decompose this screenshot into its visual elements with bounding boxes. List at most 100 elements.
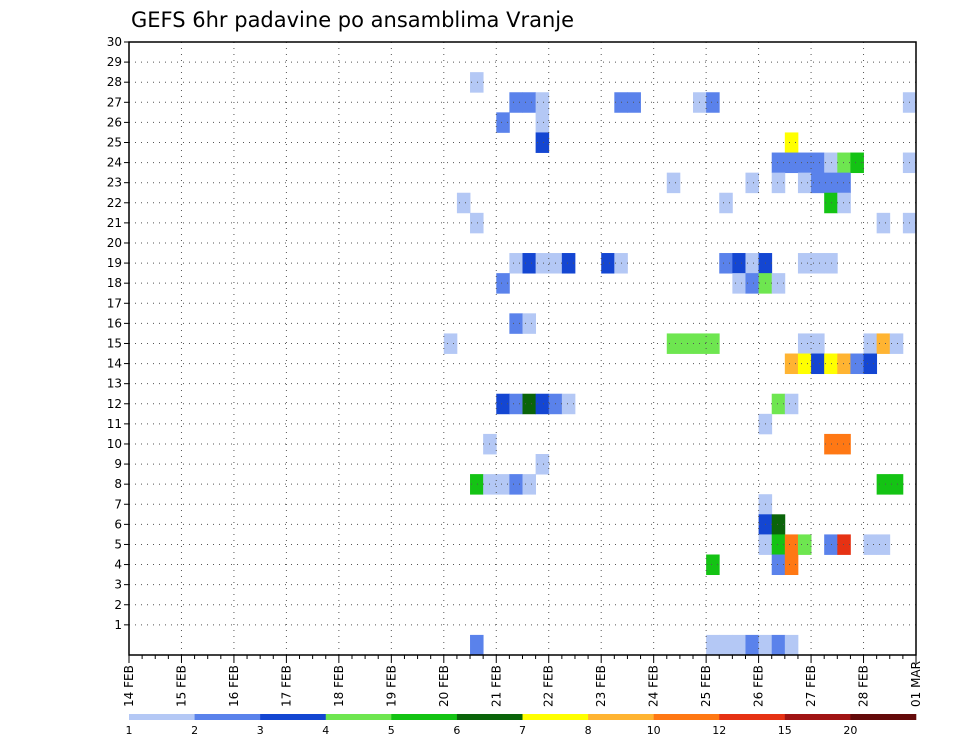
colorbar-label: 15 [778, 724, 792, 737]
heatmap-cell [784, 393, 799, 415]
x-tick-label: 17 FEB [279, 665, 293, 707]
x-tick-label: 19 FEB [384, 665, 398, 707]
heatmap-cell [470, 72, 484, 93]
heatmap-cell [876, 534, 891, 555]
heatmap-cell [509, 313, 523, 334]
heatmap-cell [601, 253, 615, 274]
heatmap-cell [837, 152, 851, 174]
y-tick-label: 16 [107, 316, 122, 330]
x-tick-label: 23 FEB [594, 665, 608, 707]
heatmap-cell [706, 92, 720, 113]
heatmap-cell [797, 172, 812, 194]
x-tick-label: 01 MAR [909, 661, 923, 707]
y-tick-label: 24 [107, 156, 122, 170]
heatmap-cell [679, 333, 694, 354]
heatmap-cell [719, 253, 733, 274]
heatmap-cell [732, 273, 746, 294]
heatmap-cell [824, 253, 838, 274]
heatmap-cell [824, 353, 838, 375]
x-axis: 14 FEB 15 FEB 16 FEB 17 FEB 18 FEB 19 FEB 20 F… [122, 655, 923, 707]
y-tick-label: 21 [107, 216, 122, 230]
chart-title: GEFS 6hr padavine po ansamblima Vranje [131, 8, 574, 32]
heatmap-cell [863, 353, 878, 375]
heatmap-cell [784, 152, 799, 174]
colorbar-label: 7 [519, 724, 526, 737]
heatmap-cell [470, 474, 484, 495]
heatmap-cell [535, 253, 550, 274]
colorbar-swatch [522, 714, 589, 720]
heatmap-cell [876, 212, 891, 234]
heatmap-cell [824, 534, 838, 555]
heatmap-cell [771, 152, 786, 174]
heatmap-cell [561, 253, 576, 274]
x-tick-label: 26 FEB [752, 665, 766, 707]
heatmap-cell [509, 92, 523, 113]
heatmap-cell [535, 393, 550, 415]
heatmap-cells [443, 72, 917, 656]
colorbar-label: 5 [388, 724, 395, 737]
heatmap-cell [824, 433, 838, 455]
colorbar-label: 8 [585, 724, 592, 737]
heatmap-cell [889, 333, 904, 354]
colorbar-swatch [719, 714, 786, 720]
heatmap-cell [732, 634, 746, 656]
colorbar-swatch [260, 714, 327, 720]
x-tick-label: 15 FEB [175, 665, 189, 707]
heatmap-cell [797, 333, 812, 354]
heatmap-cell [771, 172, 786, 194]
y-tick-label: 12 [107, 397, 122, 411]
heatmap-cell [745, 273, 759, 294]
x-tick-label: 22 FEB [542, 665, 556, 707]
y-tick-label: 6 [114, 517, 122, 531]
y-tick-label: 3 [114, 578, 122, 592]
heatmap-cell [509, 393, 523, 415]
colorbar-label: 4 [322, 724, 329, 737]
heatmap-cell [771, 554, 786, 576]
colorbar-label: 2 [191, 724, 198, 737]
heatmap-cell [758, 634, 773, 656]
heatmap-cell [745, 634, 759, 656]
colorbar-label: 20 [843, 724, 857, 737]
x-tick-label: 25 FEB [699, 665, 713, 707]
heatmap-cell [784, 534, 799, 555]
heatmap-cell [443, 333, 458, 354]
heatmap-cell [797, 152, 812, 174]
heatmap-cell [837, 172, 851, 194]
heatmap-cell [745, 253, 759, 274]
y-tick-label: 11 [107, 417, 122, 431]
heatmap-cell [837, 353, 851, 375]
x-tick-label: 27 FEB [804, 665, 818, 707]
heatmap-cell [535, 132, 550, 153]
heatmap-cell [496, 474, 510, 495]
colorbar-label: 1 [126, 724, 133, 737]
y-tick-label: 28 [107, 75, 122, 89]
colorbar-swatch [325, 714, 392, 720]
heatmap-cell [666, 172, 681, 194]
heatmap-cell [561, 393, 576, 415]
grid-lines [129, 41, 916, 655]
heatmap-cell [706, 634, 720, 656]
heatmap-cell [535, 92, 550, 113]
y-tick-label: 14 [107, 357, 122, 371]
colorbar-swatch [129, 714, 195, 720]
heatmap-cell [535, 454, 550, 475]
heatmap-cell [771, 534, 786, 555]
y-tick-label: 29 [107, 55, 122, 69]
heatmap-cell [837, 192, 851, 214]
heatmap-cell [522, 313, 537, 334]
heatmap-cell [784, 132, 799, 153]
colorbar-swatch [784, 714, 851, 720]
heatmap-cell [784, 353, 799, 375]
colorbar-swatch [653, 714, 720, 720]
y-tick-label: 15 [107, 336, 122, 350]
y-tick-label: 26 [107, 115, 122, 129]
y-tick-label: 5 [114, 537, 122, 551]
y-tick-label: 19 [107, 256, 122, 270]
colorbar: 1 2 3 4 5 6 7 8 10 12 15 20 [126, 714, 917, 737]
heatmap-cell [784, 634, 799, 656]
colorbar-swatch [850, 714, 917, 720]
heatmap-cell [706, 333, 720, 354]
y-tick-label: 10 [107, 437, 122, 451]
x-tick-label: 18 FEB [332, 665, 346, 707]
